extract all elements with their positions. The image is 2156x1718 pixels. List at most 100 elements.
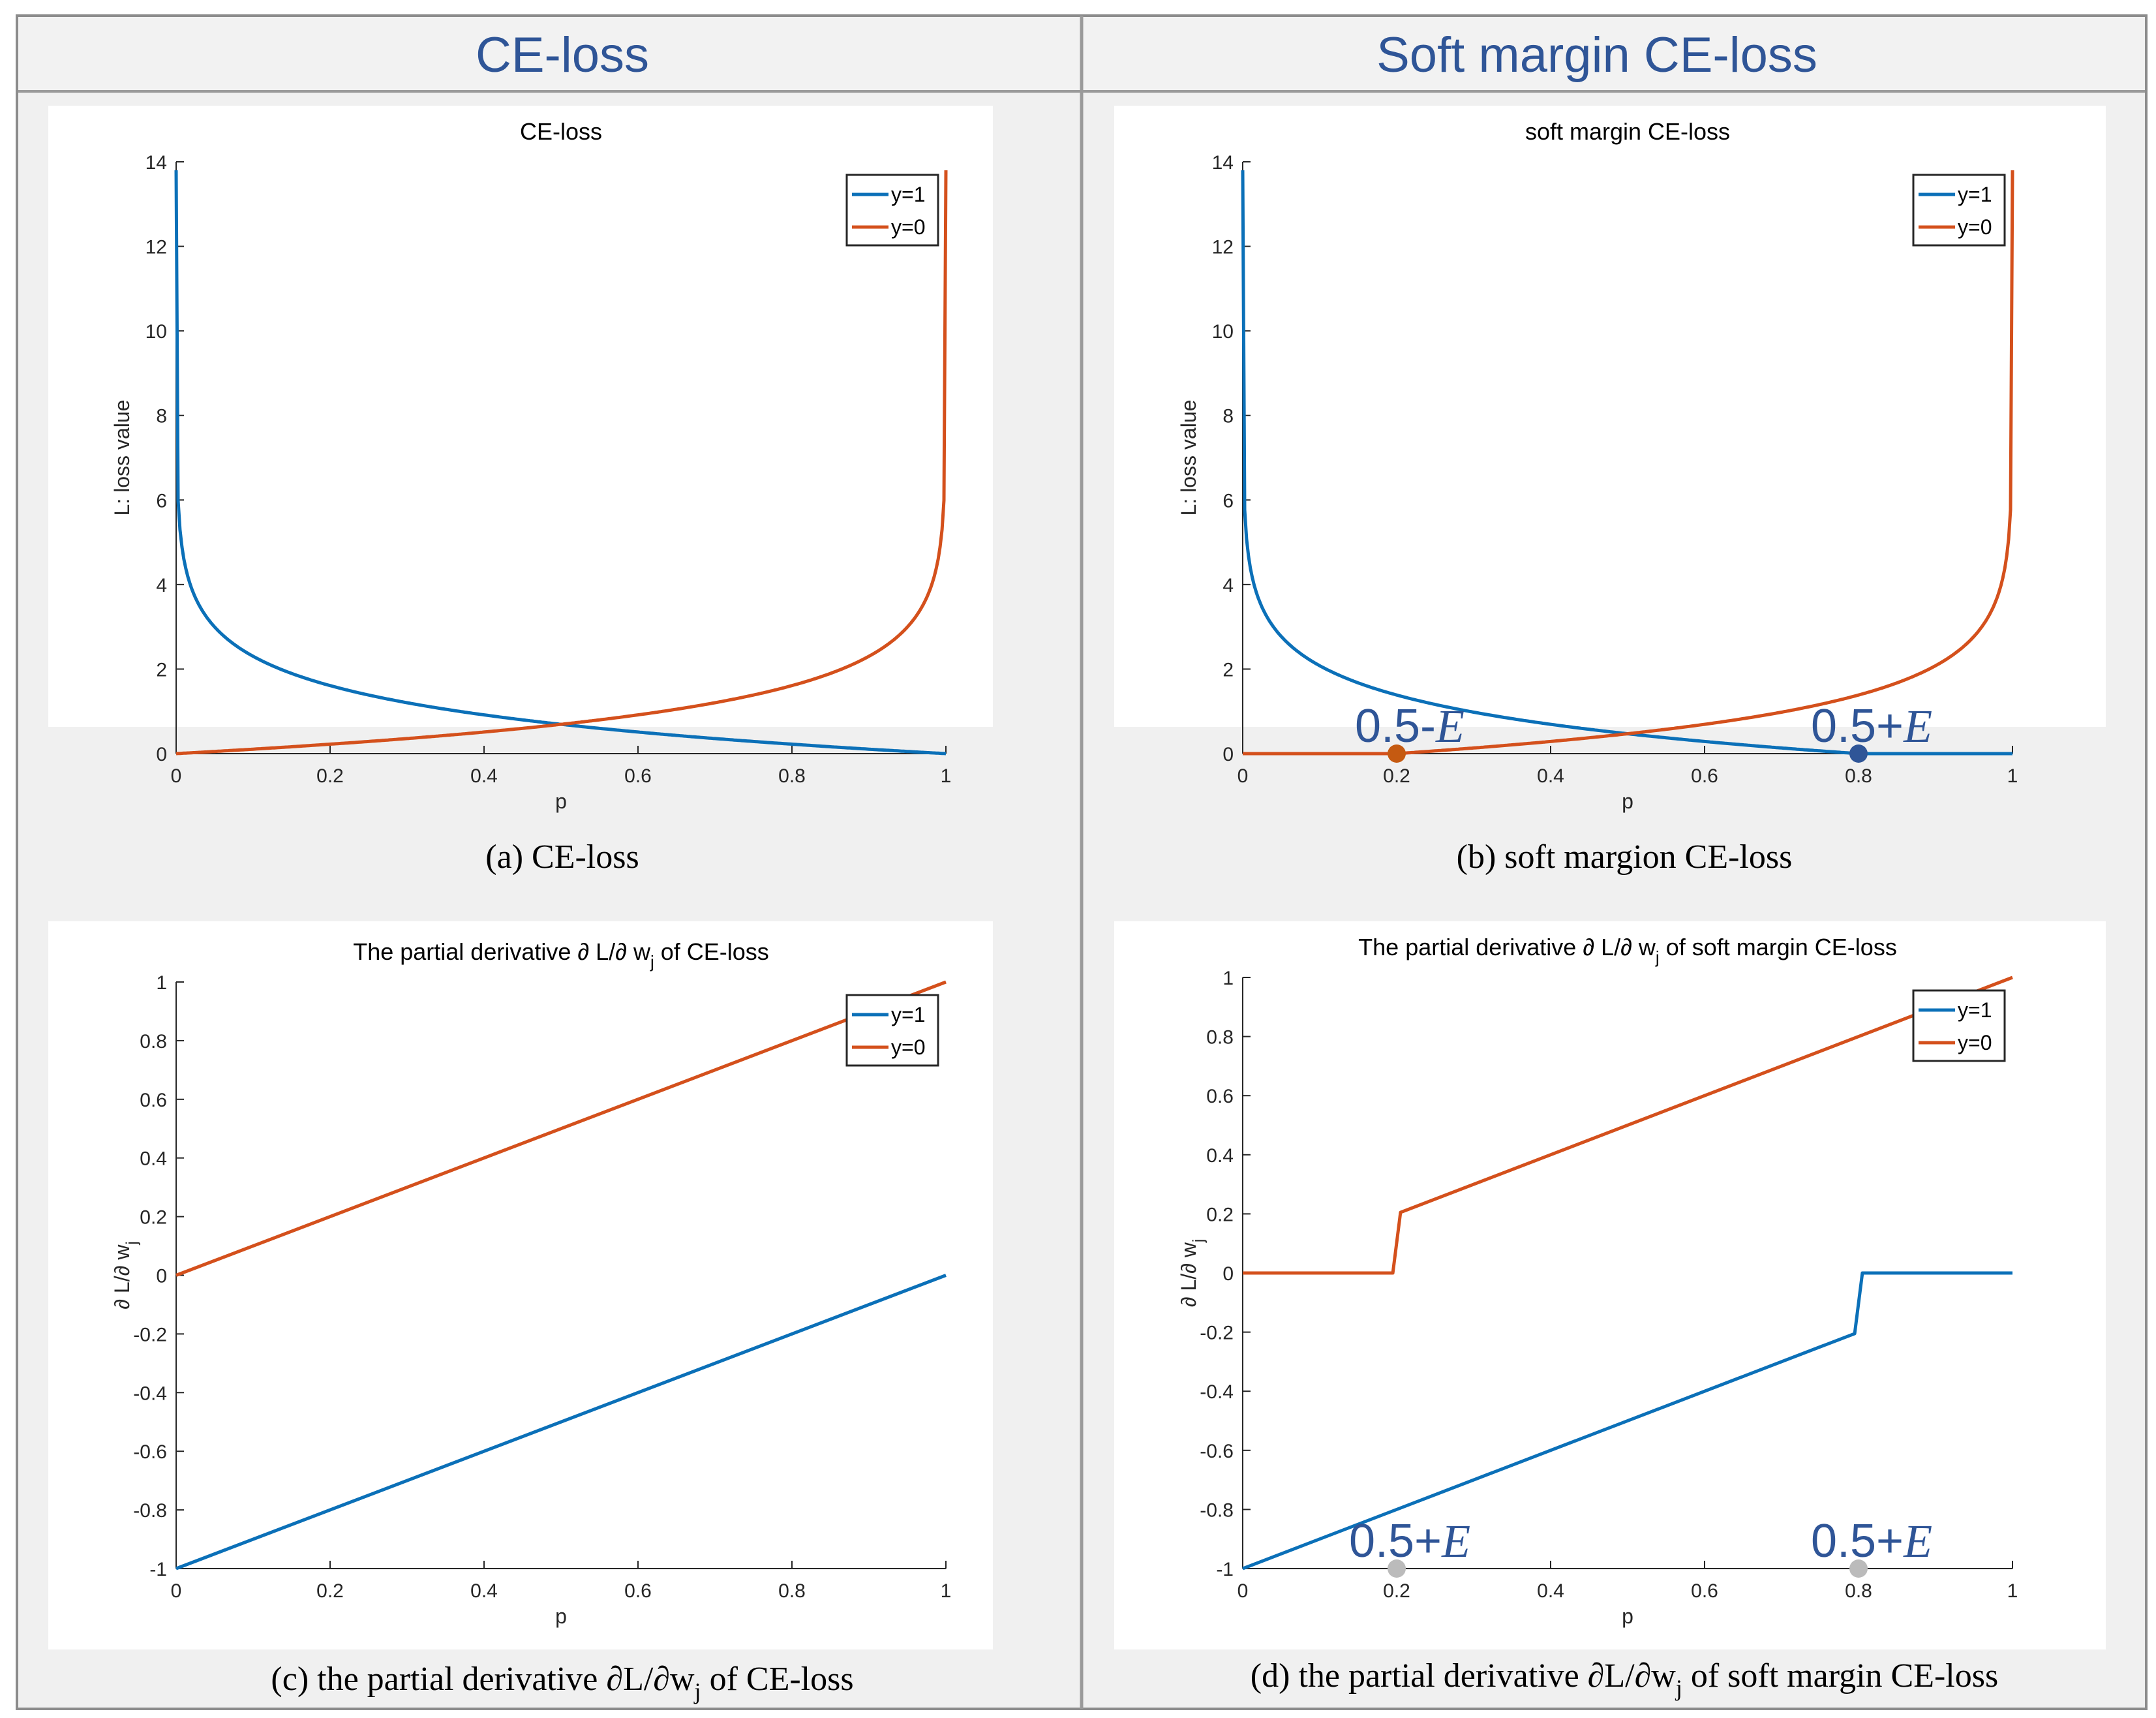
x-tick-label: 0.2 [1383, 1580, 1410, 1602]
y-tick-label: 2 [1222, 659, 1234, 681]
caption-subscript: j [1675, 1675, 1682, 1701]
chart-title: CE-loss [520, 118, 602, 145]
y-tick-label: -0.2 [1200, 1323, 1234, 1344]
y-tick-label: 6 [1222, 490, 1234, 512]
x-tick-label: 0.8 [778, 765, 806, 787]
chart-title: soft margin CE-loss [1525, 118, 1730, 145]
caption-subscript: j [693, 1678, 701, 1704]
x-tick-label: 0 [171, 1580, 182, 1602]
legend-label: y=1 [891, 1003, 925, 1026]
x-tick-label: 1 [941, 765, 952, 787]
chart-title-subscript: j [1655, 947, 1660, 967]
figure-caption: (c) the partial derivative ∂L/∂wj of CE-… [271, 1661, 853, 1704]
legend-label: y=1 [1958, 183, 1992, 206]
y-tick-label: 1 [1222, 968, 1234, 989]
chart-title-rest: of soft margin CE-loss [1660, 934, 1897, 960]
legend-label: y=0 [1958, 215, 1992, 239]
chart-title-rest: of CE-loss [654, 938, 769, 965]
x-tick-label: 0.2 [1383, 765, 1410, 787]
y-tick-label: 6 [156, 490, 167, 512]
x-tick-label: 0.6 [624, 765, 652, 787]
x-axis-label: p [1622, 1604, 1633, 1628]
y-tick-label: 0 [156, 1266, 167, 1287]
series-line-y0 [1243, 975, 2013, 1275]
y-tick-label: 0.6 [140, 1090, 167, 1111]
y-tick-label: 14 [145, 152, 167, 174]
annotation-marker [1388, 1559, 1406, 1578]
y-tick-label: 8 [1222, 406, 1234, 427]
legend-label: y=0 [891, 215, 925, 239]
y-tick-label: -0.8 [133, 1500, 167, 1522]
x-tick-label: 0.8 [1845, 1580, 1872, 1602]
y-tick-label: 10 [145, 321, 167, 343]
y-tick-label: 0.2 [1206, 1204, 1234, 1225]
x-tick-label: 0.4 [1537, 765, 1564, 787]
annotation-label: 0.5+E [1349, 1515, 1470, 1567]
x-tick-label: 1 [941, 1580, 952, 1602]
x-tick-label: 0.8 [1845, 765, 1872, 787]
y-axis-label: L: loss value [110, 400, 134, 516]
y-tick-label: 0.4 [1206, 1145, 1234, 1167]
y-axis-label-subscript: j [123, 1241, 141, 1245]
annotation-marker [1388, 744, 1406, 763]
annotation-symbol: E [1435, 700, 1465, 752]
x-tick-label: 0 [1237, 1580, 1249, 1602]
annotation-symbol: E [1903, 1515, 1932, 1567]
chart-panel-d: 0 0.2 0.4 0.6 0.8 1 -1 -0.8 -0.6 -0.4 -0.2 0 0.2 0.4 0… [1114, 921, 2106, 1701]
x-tick-label: 0.4 [470, 765, 498, 787]
series-line-y0 [175, 980, 947, 1277]
y-tick-label: 0.6 [1206, 1086, 1234, 1107]
y-tick-label: 4 [156, 575, 167, 596]
y-tick-label: 2 [156, 659, 167, 681]
x-tick-label: 0.4 [470, 1580, 498, 1602]
series-line-y1 [1242, 1271, 2012, 1571]
legend: y=1y=0 [1912, 174, 2006, 247]
y-tick-label: 0.2 [140, 1207, 167, 1229]
x-tick-label: 0.4 [1537, 1580, 1564, 1602]
y-tick-label: 10 [1212, 321, 1234, 343]
annotation-marker [1849, 1559, 1868, 1578]
figure-background [48, 921, 993, 1649]
figure-caption: (b) soft margion CE-loss [1457, 838, 1793, 876]
legend-box [1912, 174, 2006, 247]
figure-caption: (a) CE-loss [485, 838, 639, 876]
x-axis-label: p [1622, 790, 1633, 813]
caption-rest: of CE-loss [701, 1661, 854, 1698]
annotation-symbol: E [1903, 700, 1932, 752]
y-tick-label: -0.4 [1200, 1381, 1234, 1403]
x-tick-label: 0.2 [316, 765, 344, 787]
legend-box [845, 174, 939, 247]
y-tick-label: 0.8 [140, 1031, 167, 1052]
y-tick-label: 0 [1222, 1263, 1234, 1285]
x-tick-label: 0.8 [778, 1580, 806, 1602]
y-tick-label: 1 [156, 972, 167, 994]
x-tick-label: 1 [2007, 765, 2018, 787]
chart-panel-c: 0 0.2 0.4 0.6 0.8 1 -1 -0.8 -0.6 -0.4 -0.2 0 0.2 0.4 0… [48, 921, 993, 1704]
header-left: CE-loss [476, 27, 649, 83]
x-tick-label: 0 [171, 765, 182, 787]
annotation-marker [1849, 744, 1868, 763]
x-tick-label: 0.6 [624, 1580, 652, 1602]
annotation-symbol: E [1441, 1515, 1470, 1567]
y-tick-label: 0 [156, 744, 167, 765]
legend-box [1912, 989, 2006, 1062]
y-tick-label: -1 [1216, 1559, 1234, 1580]
y-axis-label-subscript: j [1190, 1239, 1207, 1243]
series-line-y0 [1243, 169, 2014, 756]
x-tick-label: 0.6 [1691, 1580, 1718, 1602]
y-tick-label: -0.6 [1200, 1441, 1234, 1462]
chart-title-subscript: j [650, 952, 654, 972]
y-tick-label: -0.6 [133, 1441, 167, 1463]
y-tick-label: 12 [1212, 237, 1234, 258]
annotation-label: 0.5+E [1811, 1515, 1932, 1567]
legend: y=1y=0 [1912, 989, 2006, 1062]
y-tick-label: -1 [149, 1559, 167, 1580]
figure-background [48, 106, 993, 727]
legend: y=1y=0 [845, 994, 939, 1067]
y-tick-label: 14 [1212, 152, 1234, 174]
x-axis-label: p [555, 790, 567, 813]
y-tick-label: 8 [156, 406, 167, 427]
legend-label: y=1 [1958, 998, 1992, 1022]
